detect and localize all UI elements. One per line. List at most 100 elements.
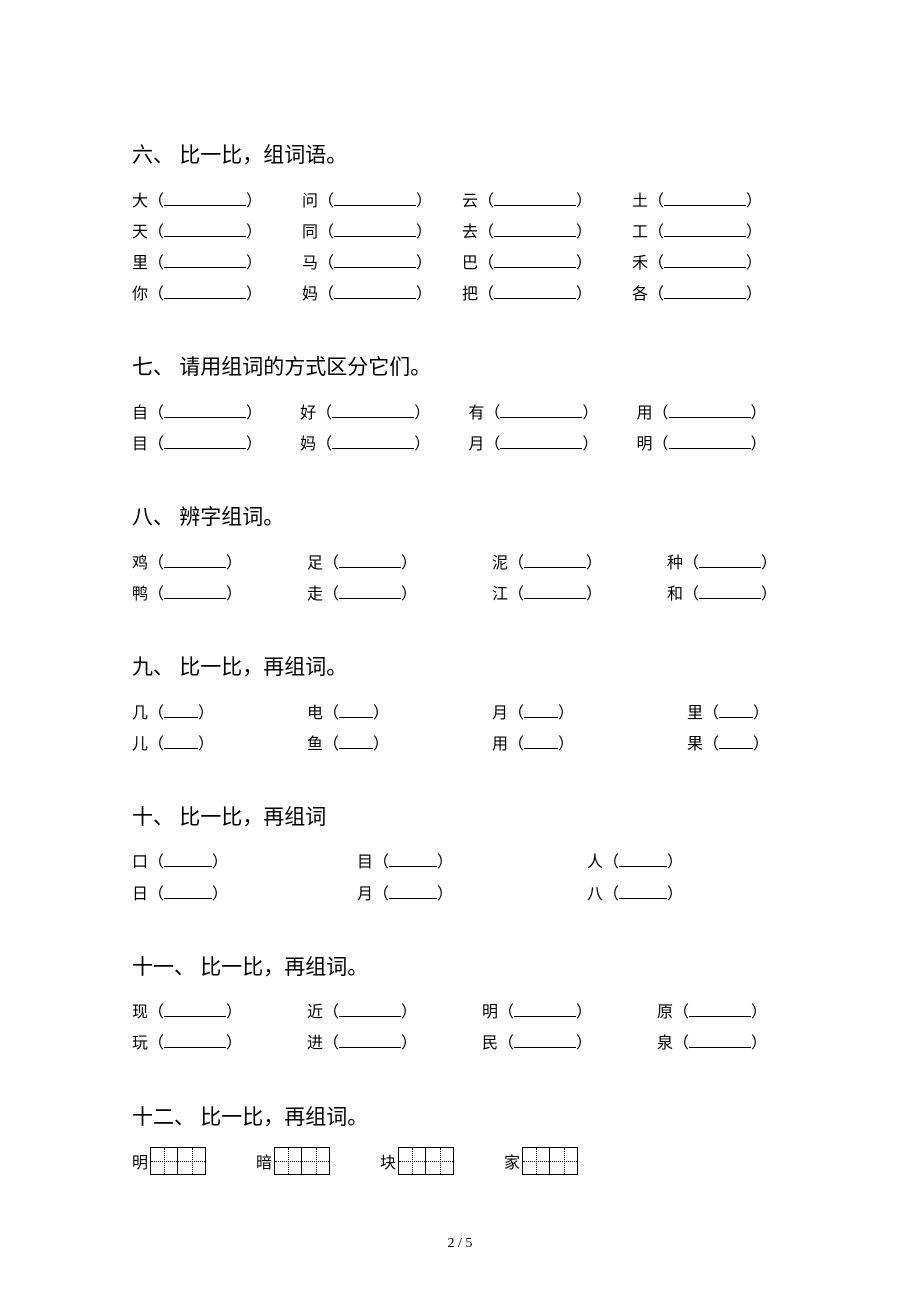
answer-blank[interactable] bbox=[664, 191, 746, 206]
answer-blank[interactable] bbox=[494, 284, 576, 299]
answer-blank[interactable] bbox=[332, 434, 414, 449]
writing-cell[interactable] bbox=[522, 1147, 550, 1175]
answer-blank[interactable] bbox=[524, 553, 586, 568]
exercise-cell: 种（） bbox=[667, 548, 787, 579]
answer-blank[interactable] bbox=[332, 403, 414, 418]
answer-blank[interactable] bbox=[334, 284, 416, 299]
answer-blank[interactable] bbox=[164, 1034, 226, 1049]
exercise-row: 鸭（）走（）江（）和（） bbox=[132, 579, 788, 610]
writing-grid[interactable] bbox=[522, 1147, 578, 1175]
open-paren: （ bbox=[323, 1035, 339, 1052]
answer-blank[interactable] bbox=[719, 703, 753, 718]
writing-cell[interactable] bbox=[302, 1147, 330, 1175]
character-label: 天 bbox=[132, 224, 148, 241]
answer-blank[interactable] bbox=[164, 1003, 226, 1018]
writing-cell[interactable] bbox=[150, 1147, 178, 1175]
close-paren: ） bbox=[246, 255, 262, 272]
answer-blank[interactable] bbox=[494, 222, 576, 237]
page-footer: 2 / 5 bbox=[0, 1236, 920, 1252]
answer-blank[interactable] bbox=[164, 734, 198, 749]
open-paren: （ bbox=[498, 1035, 514, 1052]
answer-blank[interactable] bbox=[339, 1003, 401, 1018]
answer-blank[interactable] bbox=[334, 253, 416, 268]
writing-cell[interactable] bbox=[178, 1147, 206, 1175]
open-paren: （ bbox=[648, 286, 664, 303]
answer-blank[interactable] bbox=[164, 253, 246, 268]
open-paren: （ bbox=[703, 705, 719, 722]
exercise-cell: 妈（） bbox=[302, 279, 462, 310]
answer-blank[interactable] bbox=[664, 253, 746, 268]
answer-blank[interactable] bbox=[164, 584, 226, 599]
answer-blank[interactable] bbox=[500, 403, 582, 418]
exercise-cell: 月（） bbox=[492, 698, 687, 729]
answer-blank[interactable] bbox=[699, 553, 761, 568]
section-title: 十一、 比一比，再组词。 bbox=[132, 952, 788, 984]
answer-blank[interactable] bbox=[164, 553, 226, 568]
open-paren: （ bbox=[323, 736, 339, 753]
writing-grid[interactable] bbox=[274, 1147, 330, 1175]
writing-grid[interactable] bbox=[150, 1147, 206, 1175]
answer-blank[interactable] bbox=[339, 584, 401, 599]
close-paren: ） bbox=[401, 555, 417, 572]
answer-blank[interactable] bbox=[494, 253, 576, 268]
answer-blank[interactable] bbox=[339, 553, 401, 568]
writing-cell[interactable] bbox=[398, 1147, 426, 1175]
answer-blank[interactable] bbox=[719, 734, 753, 749]
answer-blank[interactable] bbox=[500, 434, 582, 449]
close-paren: ） bbox=[212, 886, 228, 903]
answer-blank[interactable] bbox=[524, 584, 586, 599]
answer-blank[interactable] bbox=[164, 284, 246, 299]
answer-blank[interactable] bbox=[389, 884, 437, 899]
character-label: 里 bbox=[132, 255, 148, 272]
answer-blank[interactable] bbox=[699, 584, 761, 599]
answer-blank[interactable] bbox=[164, 434, 246, 449]
answer-blank[interactable] bbox=[334, 191, 416, 206]
writing-cell[interactable] bbox=[274, 1147, 302, 1175]
open-paren: （ bbox=[148, 405, 164, 422]
writing-cell[interactable] bbox=[550, 1147, 578, 1175]
answer-blank[interactable] bbox=[334, 222, 416, 237]
open-paren: （ bbox=[323, 1004, 339, 1021]
exercise-cell: 原（） bbox=[657, 997, 787, 1028]
answer-blank[interactable] bbox=[339, 1034, 401, 1049]
answer-blank[interactable] bbox=[514, 1003, 576, 1018]
answer-blank[interactable] bbox=[524, 734, 558, 749]
answer-blank[interactable] bbox=[619, 853, 667, 868]
character-label: 同 bbox=[302, 224, 318, 241]
answer-blank[interactable] bbox=[669, 403, 751, 418]
section: 六、 比一比，组词语。大（）问（）云（）土（）天（）同（）去（）工（）里（）马（… bbox=[132, 140, 788, 310]
writing-cell[interactable] bbox=[426, 1147, 454, 1175]
character-label: 原 bbox=[657, 1004, 673, 1021]
answer-blank[interactable] bbox=[524, 703, 558, 718]
close-paren: ） bbox=[751, 436, 767, 453]
answer-blank[interactable] bbox=[339, 734, 373, 749]
answer-blank[interactable] bbox=[689, 1003, 751, 1018]
answer-blank[interactable] bbox=[689, 1034, 751, 1049]
close-paren: ） bbox=[586, 555, 602, 572]
answer-blank[interactable] bbox=[494, 191, 576, 206]
character-label: 用 bbox=[492, 736, 508, 753]
exercise-cell: 进（） bbox=[307, 1028, 482, 1059]
answer-blank[interactable] bbox=[389, 853, 437, 868]
open-paren: （ bbox=[478, 193, 494, 210]
exercise-row: 你（）妈（）把（）各（） bbox=[132, 279, 788, 310]
open-paren: （ bbox=[673, 1035, 689, 1052]
answer-blank[interactable] bbox=[164, 403, 246, 418]
answer-blank[interactable] bbox=[164, 853, 212, 868]
character-label: 月 bbox=[468, 436, 484, 453]
answer-blank[interactable] bbox=[339, 703, 373, 718]
exercise-cell: 把（） bbox=[462, 279, 632, 310]
grid-item: 家 bbox=[504, 1147, 578, 1175]
answer-blank[interactable] bbox=[514, 1034, 576, 1049]
answer-blank[interactable] bbox=[619, 884, 667, 899]
close-paren: ） bbox=[667, 886, 683, 903]
open-paren: （ bbox=[373, 854, 389, 871]
answer-blank[interactable] bbox=[164, 191, 246, 206]
answer-blank[interactable] bbox=[164, 884, 212, 899]
writing-grid[interactable] bbox=[398, 1147, 454, 1175]
answer-blank[interactable] bbox=[664, 222, 746, 237]
answer-blank[interactable] bbox=[664, 284, 746, 299]
answer-blank[interactable] bbox=[669, 434, 751, 449]
answer-blank[interactable] bbox=[164, 222, 246, 237]
answer-blank[interactable] bbox=[164, 703, 198, 718]
